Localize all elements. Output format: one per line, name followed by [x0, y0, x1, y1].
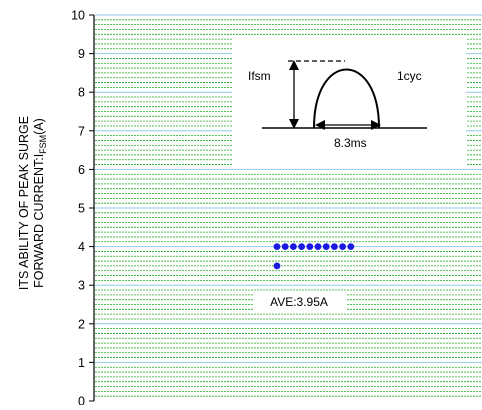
y-tick-label: 1 [78, 356, 85, 370]
data-point [273, 262, 281, 270]
data-point [347, 243, 355, 251]
data-points [273, 243, 355, 270]
data-point [331, 243, 338, 251]
y-tick-label: 5 [78, 202, 85, 216]
data-point [273, 243, 281, 251]
inset-label-duration: 8.3ms [334, 136, 367, 150]
inset-ifsm-arrow-bottom [289, 119, 299, 129]
inset-duration-arrow-right [371, 120, 381, 130]
data-point [290, 243, 297, 251]
annotation-background [253, 293, 346, 311]
data-point [306, 243, 314, 251]
y-tick-label: 6 [78, 163, 85, 177]
data-point [281, 243, 289, 251]
data-point [298, 243, 305, 251]
y-tick-label: 4 [78, 240, 85, 254]
surge-waveform-inset: Ifsm 1cyc 8.3ms [248, 60, 427, 150]
data-point [339, 243, 346, 251]
grid [95, 14, 482, 397]
y-ticks: 0 1 2 3 4 5 6 7 8 9 10 [71, 9, 94, 409]
average-annotation: AVE:3.95A [270, 295, 328, 309]
y-tick-label: 8 [78, 86, 85, 100]
inset-duration-arrow-left [315, 120, 325, 130]
inset-background [232, 36, 466, 166]
y-tick-label: 2 [78, 317, 85, 331]
data-point [314, 243, 322, 251]
y-tick-label: 7 [78, 124, 85, 138]
y-tick-label: 0 [78, 395, 85, 406]
y-tick-label: 10 [71, 9, 85, 23]
inset-label-cycle: 1cyc [397, 69, 422, 83]
data-point [322, 243, 330, 251]
inset-ifsm-arrow-top [289, 60, 299, 70]
y-tick-label: 9 [78, 47, 85, 61]
y-tick-label: 3 [78, 279, 85, 293]
inset-half-sine [313, 68, 380, 129]
inset-label-ifsm: Ifsm [248, 69, 271, 83]
